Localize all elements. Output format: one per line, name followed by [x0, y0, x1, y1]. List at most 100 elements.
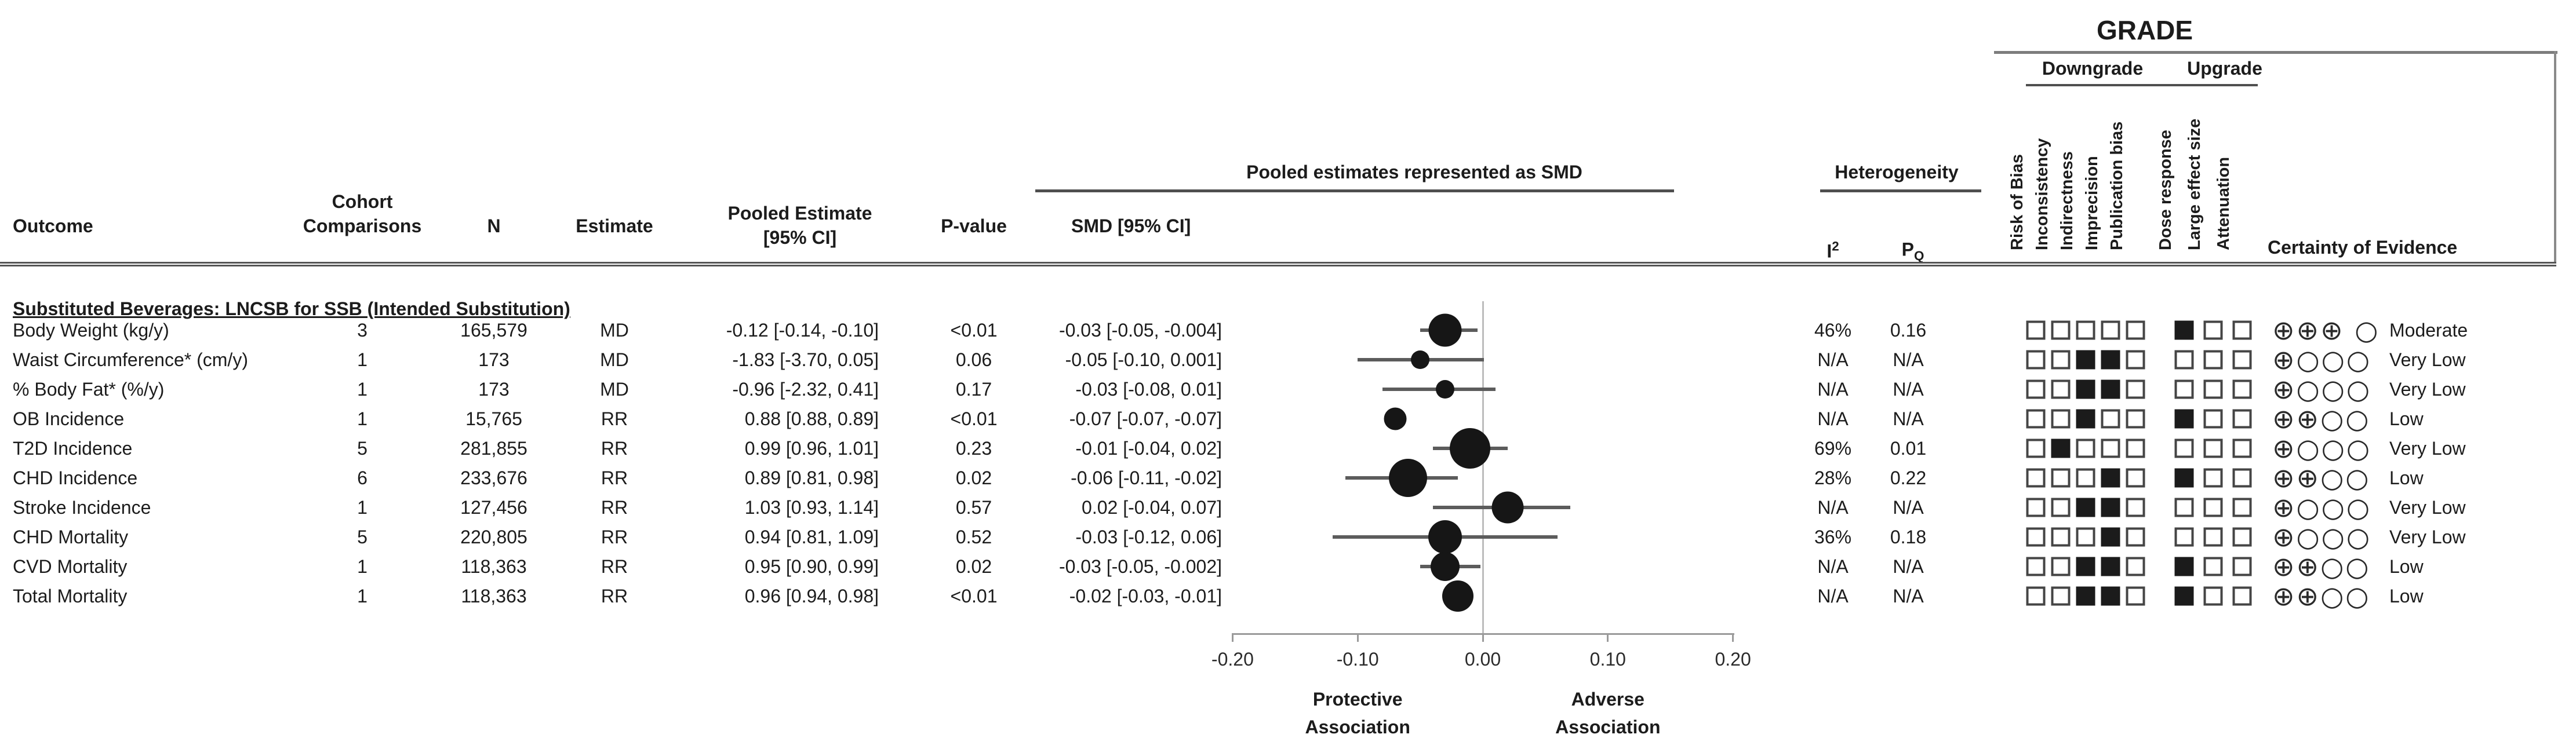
upgrade-checkbox-empty	[2174, 439, 2194, 458]
pooled-estimates-group-header: Pooled estimates represented as SMD	[1246, 162, 1582, 182]
col-header-cohort-line1: Cohort	[332, 191, 393, 212]
upgrade-checkbox-empty	[2203, 498, 2223, 517]
upgrade-checkbox-empty	[2232, 468, 2252, 488]
downgrade-checkbox-empty	[2051, 557, 2071, 576]
n-cell: 118,363	[461, 586, 527, 606]
grade-criterion-label-upgrade: Dose response	[2156, 130, 2175, 250]
downgrade-checkbox-empty	[2126, 527, 2145, 547]
downgrade-checkbox-empty	[2051, 498, 2071, 517]
grade-title: GRADE	[2096, 15, 2193, 45]
col-header-n: N	[487, 215, 501, 236]
downgrade-checkbox-filled	[2101, 527, 2120, 547]
certainty-symbols: ⊕○○○	[2272, 433, 2371, 464]
header-separator-rule	[0, 262, 2556, 266]
upgrade-checkbox-filled	[2174, 586, 2194, 606]
estimate-type-cell: RR	[601, 527, 628, 547]
heterogeneity-group-header: Heterogeneity	[1835, 162, 1959, 182]
p-value-cell: <0.01	[950, 408, 998, 429]
p-value-cell: 0.06	[955, 349, 992, 370]
cohort-comparisons-cell: 1	[357, 586, 368, 606]
effect-size-marker	[1428, 313, 1462, 347]
col-header-cohort-line2: Comparisons	[303, 215, 422, 236]
downgrade-upgrade-underline	[2026, 84, 2258, 86]
upgrade-checkbox-filled	[2174, 468, 2194, 488]
n-cell: 220,805	[460, 527, 527, 547]
estimate-type-cell: MD	[600, 379, 629, 400]
downgrade-checkbox-filled	[2076, 586, 2095, 606]
cohort-comparisons-cell: 5	[357, 527, 368, 547]
downgrade-checkbox-filled	[2101, 468, 2120, 488]
downgrade-checkbox-filled	[2076, 409, 2095, 429]
downgrade-checkbox-empty	[2026, 586, 2046, 606]
pq-cell: N/A	[1893, 408, 1924, 429]
outcome-cell: Total Mortality	[13, 586, 128, 606]
upgrade-checkbox-empty	[2174, 498, 2194, 517]
downgrade-checkbox-empty	[2126, 409, 2145, 429]
certainty-symbols: ⊕⊕⊕ ○	[2272, 315, 2380, 346]
certainty-label: Low	[2389, 467, 2424, 488]
col-header-pooled-line2: [95% CI]	[763, 227, 837, 248]
cohort-comparisons-cell: 1	[357, 408, 368, 429]
estimate-type-cell: RR	[601, 556, 628, 577]
downgrade-checkbox-empty	[2126, 350, 2145, 370]
certainty-label: Moderate	[2389, 320, 2468, 341]
upgrade-checkbox-empty	[2203, 527, 2223, 547]
downgrade-checkbox-empty	[2126, 557, 2145, 576]
certainty-of-evidence-header: Certainty of Evidence	[2268, 237, 2458, 258]
x-axis-tick-label: 0.00	[1464, 649, 1501, 670]
estimate-type-cell: MD	[600, 349, 629, 370]
estimate-type-cell: RR	[601, 438, 628, 459]
n-cell: 118,363	[461, 556, 527, 577]
outcome-cell: OB Incidence	[13, 408, 125, 429]
i-squared-cell: N/A	[1817, 556, 1849, 577]
protective-association-label: Protective	[1312, 689, 1403, 710]
grade-criterion-label-downgrade: Publication bias	[2108, 121, 2126, 250]
effect-size-marker	[1450, 428, 1491, 469]
downgrade-checkbox-filled	[2101, 379, 2120, 399]
pooled-estimate-cell: 0.89 [0.81, 0.98]	[744, 467, 879, 488]
downgrade-checkbox-empty	[2026, 350, 2046, 370]
certainty-label: Very Low	[2389, 438, 2466, 459]
downgrade-checkbox-empty	[2026, 439, 2046, 458]
downgrade-checkbox-filled	[2051, 439, 2071, 458]
col-header-pvalue: P-value	[941, 215, 1007, 236]
outcome-cell: CHD Incidence	[13, 467, 138, 488]
smd-ci-cell: -0.02 [-0.03, -0.01]	[1069, 586, 1222, 606]
estimate-type-cell: RR	[601, 586, 628, 606]
downgrade-checkbox-empty	[2076, 527, 2095, 547]
upgrade-checkbox-empty	[2232, 498, 2252, 517]
certainty-label: Low	[2389, 586, 2424, 606]
certainty-symbols: ⊕⊕○○	[2272, 403, 2371, 434]
upgrade-checkbox-empty	[2203, 409, 2223, 429]
smd-ci-cell: -0.06 [-0.11, -0.02]	[1071, 467, 1222, 488]
x-axis-tick	[1231, 633, 1234, 642]
upgrade-checkbox-empty	[2203, 439, 2223, 458]
upgrade-checkbox-empty	[2232, 527, 2252, 547]
n-cell: 15,765	[465, 408, 522, 429]
upgrade-checkbox-filled	[2174, 320, 2194, 340]
p-value-cell: 0.02	[955, 556, 992, 577]
x-axis-tick-label: 0.20	[1715, 649, 1751, 670]
smd-ci-cell: -0.03 [-0.08, 0.01]	[1075, 379, 1222, 400]
i-squared-cell: 28%	[1814, 467, 1852, 488]
downgrade-checkbox-empty	[2051, 527, 2071, 547]
smd-ci-cell: -0.07 [-0.07, -0.07]	[1069, 408, 1222, 429]
upgrade-checkbox-empty	[2232, 557, 2252, 576]
certainty-symbols: ⊕⊕○○	[2272, 551, 2371, 582]
downgrade-checkbox-empty	[2026, 557, 2046, 576]
downgrade-checkbox-empty	[2051, 586, 2071, 606]
upgrade-checkbox-filled	[2174, 409, 2194, 429]
upgrade-checkbox-empty	[2232, 320, 2252, 340]
upgrade-checkbox-empty	[2203, 320, 2223, 340]
upgrade-checkbox-empty	[2203, 350, 2223, 370]
i-squared-cell: N/A	[1817, 586, 1849, 606]
grade-title-underline	[1994, 51, 2557, 54]
grade-right-border	[2554, 51, 2556, 266]
cohort-comparisons-cell: 3	[357, 320, 368, 341]
downgrade-checkbox-empty	[2126, 586, 2145, 606]
upgrade-checkbox-empty	[2203, 468, 2223, 488]
pq-cell: N/A	[1893, 497, 1924, 518]
grade-criterion-label-downgrade: Indirectness	[2058, 151, 2076, 250]
effect-size-marker	[1491, 491, 1524, 524]
